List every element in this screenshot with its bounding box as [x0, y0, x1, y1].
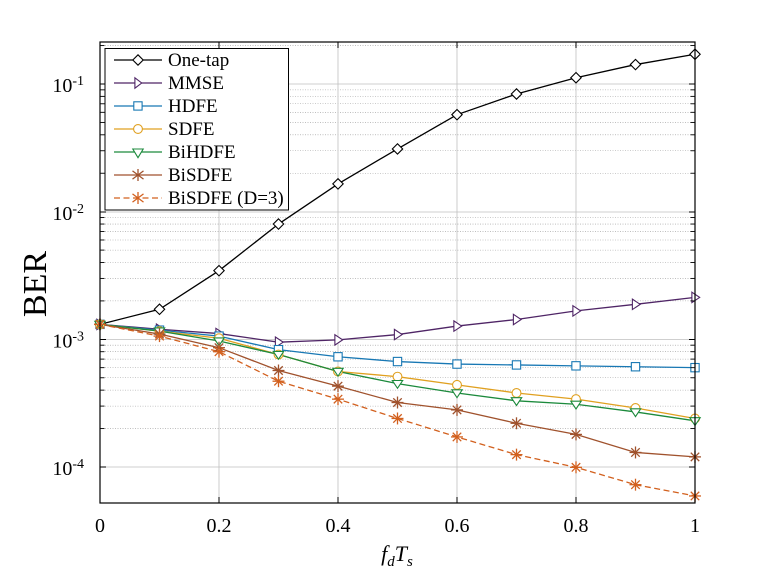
svg-text:One-tap: One-tap	[168, 50, 229, 71]
svg-text:BER: BER	[17, 251, 54, 317]
svg-text:MMSE: MMSE	[168, 73, 224, 94]
svg-text:BiHDFE: BiHDFE	[168, 142, 236, 163]
svg-text:BiSDFE (D=3): BiSDFE (D=3)	[168, 188, 284, 209]
svg-text:0.4: 0.4	[326, 515, 351, 537]
svg-text:0.8: 0.8	[564, 515, 589, 537]
svg-text:HDFE: HDFE	[168, 96, 218, 117]
svg-text:0.2: 0.2	[207, 515, 232, 537]
svg-text:0: 0	[95, 515, 105, 537]
svg-text:BiSDFE: BiSDFE	[168, 165, 232, 186]
svg-text:0.6: 0.6	[445, 515, 470, 537]
svg-text:1: 1	[690, 515, 700, 537]
svg-text:SDFE: SDFE	[168, 119, 214, 140]
